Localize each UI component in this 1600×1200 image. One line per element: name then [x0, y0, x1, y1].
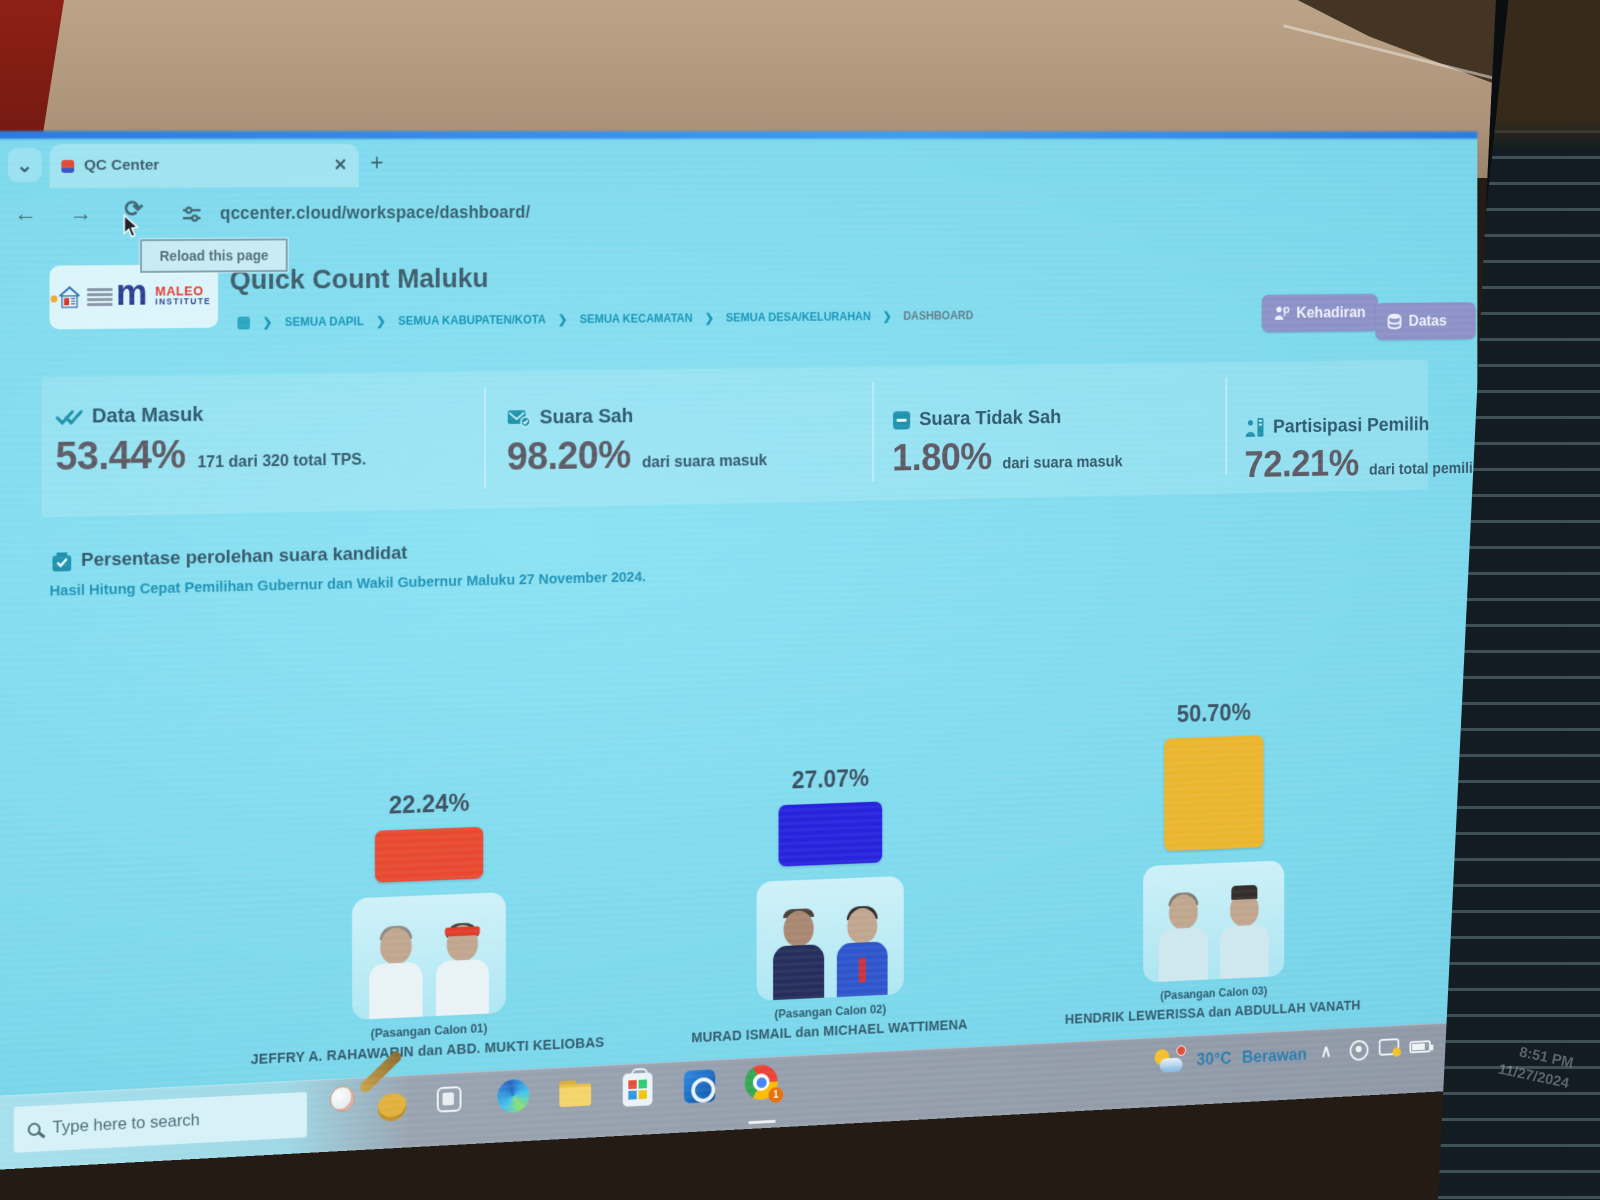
stat-data-masuk: Data Masuk 53.44% 171 dari 320 total TPS… [55, 403, 367, 479]
weather-condition: Berawan [1241, 1044, 1307, 1067]
tab-close-icon[interactable]: ✕ [333, 155, 348, 175]
site-info-icon[interactable] [181, 205, 202, 223]
stat-caption: dari suara masuk [1002, 453, 1123, 473]
chevron-right-icon: ❯ [376, 314, 386, 329]
datas-button[interactable]: Datas [1375, 302, 1476, 341]
forward-button[interactable]: → [69, 199, 92, 226]
candidate-photo [1143, 860, 1285, 983]
maleo-logo[interactable]: m MALEO INSTITUTE [49, 264, 219, 330]
breadcrumb: ❯ SEMUA DAPIL ❯ SEMUA KABUPATEN/KOTA ❯ S… [237, 309, 973, 330]
vote-percentage: 50.70% [1176, 699, 1251, 728]
tray-chevron-icon[interactable]: ∧ [1320, 1041, 1332, 1061]
weather-cloud-icon [1154, 1045, 1187, 1077]
tray-display-icon[interactable] [1378, 1038, 1400, 1056]
ballot-check-icon [52, 551, 72, 572]
stat-divider [484, 387, 487, 489]
chart-section-subtitle: Hasil Hitung Cepat Pemilihan Gubernur da… [49, 568, 646, 600]
stat-suara-tidak-sah: Suara Tidak Sah 1.80% dari suara masuk [892, 406, 1123, 480]
chevron-right-icon: ❯ [558, 312, 568, 327]
minus-square-icon [893, 410, 911, 430]
kehadiran-button[interactable]: Kehadiran [1261, 293, 1378, 333]
vote-bar [1164, 735, 1264, 852]
candidate-figure [772, 908, 825, 1001]
candidate-figure [1219, 884, 1269, 979]
breadcrumb-home-icon[interactable] [237, 316, 251, 330]
logo-brand: MALEO [155, 283, 204, 299]
candidate-photo [352, 892, 506, 1020]
chevron-right-icon: ❯ [882, 309, 892, 323]
house-icon [56, 276, 82, 318]
breadcrumb-item-dapil[interactable]: SEMUA DAPIL [284, 314, 364, 330]
chart-section-title: Persentase perolehan suara kandidat [51, 543, 407, 573]
browser-tab[interactable]: QC Center ✕ [49, 143, 359, 188]
chevron-right-icon: ❯ [704, 311, 714, 325]
task-view-icon[interactable] [436, 1086, 462, 1113]
chevron-right-icon: ❯ [262, 315, 273, 330]
vote-percentage: 22.24% [388, 789, 470, 820]
reload-tooltip: Reload this page [140, 238, 288, 273]
vote-bar [778, 801, 883, 867]
person-flag-icon [1274, 305, 1290, 320]
stat-value: 98.20% [506, 433, 631, 479]
candidate-figure [368, 925, 423, 1020]
breadcrumb-item-kabupaten[interactable]: SEMUA KABUPATEN/KOTA [398, 312, 546, 328]
projected-screen: ⌄ QC Center ✕ + ← → ⟳ qccenter.cloud/wor… [0, 138, 1481, 1170]
tray-battery-icon[interactable] [1409, 1040, 1431, 1054]
voter-booth-icon [1245, 417, 1264, 437]
breadcrumb-item-dashboard: DASHBOARD [903, 308, 974, 323]
weather-temp: 30°C [1196, 1048, 1232, 1069]
candidate-column-01: 22.24% (Pasangan Calon 01) JEFFRY A. RAH… [247, 675, 608, 1068]
file-explorer-icon[interactable] [559, 1079, 592, 1108]
vote-percentage: 27.07% [791, 764, 869, 795]
stat-caption: dari total pemilih [1369, 459, 1482, 479]
candidate-figure [1158, 891, 1209, 982]
stat-value: 1.80% [892, 435, 992, 480]
stat-value: 53.44% [55, 432, 186, 479]
stat-suara-sah: Suara Sah 98.20% dari suara masuk [506, 404, 768, 479]
tab-search-chevron[interactable]: ⌄ [7, 147, 42, 182]
breadcrumb-item-kecamatan[interactable]: SEMUA KECAMATAN [579, 311, 693, 327]
search-icon [27, 1121, 41, 1136]
breadcrumb-item-desa[interactable]: SEMUA DESA/KELURAHAN [725, 309, 871, 325]
candidate-figure [836, 905, 889, 998]
logo-fineprint [86, 288, 113, 307]
tab-title: QC Center [84, 156, 160, 174]
candidate-column-02: 27.07% (Pasangan Calon 02) MURAD ISMAIL … [656, 664, 1001, 1047]
candidate-figure [435, 922, 490, 1017]
logo-sub: INSTITUTE [155, 296, 212, 307]
search-placeholder: Type here to search [52, 1110, 200, 1137]
candidate-photo [756, 875, 904, 1001]
outlook-icon[interactable] [683, 1069, 716, 1104]
mouse-cursor-icon [118, 213, 142, 239]
microsoft-store-icon[interactable] [622, 1072, 653, 1107]
double-check-icon [55, 407, 83, 427]
vote-bar [374, 826, 484, 883]
logo-m-mark: m [116, 271, 148, 313]
tab-favicon-icon [61, 159, 75, 173]
back-button[interactable]: ← [13, 199, 37, 226]
candidate-column-03: 50.70% (Pasangan Calon 03) HENDRIK LEWER… [1047, 653, 1378, 1028]
stat-value: 72.21% [1244, 442, 1359, 486]
stat-caption: dari suara masuk [641, 451, 768, 472]
new-tab-button[interactable]: + [370, 149, 384, 177]
mail-check-icon [507, 408, 531, 428]
logo-dot [50, 294, 58, 302]
address-bar[interactable]: qccenter.cloud/workspace/dashboard/ [219, 202, 531, 223]
stat-caption: 171 dari 320 total TPS. [197, 450, 367, 472]
database-icon [1387, 313, 1402, 330]
